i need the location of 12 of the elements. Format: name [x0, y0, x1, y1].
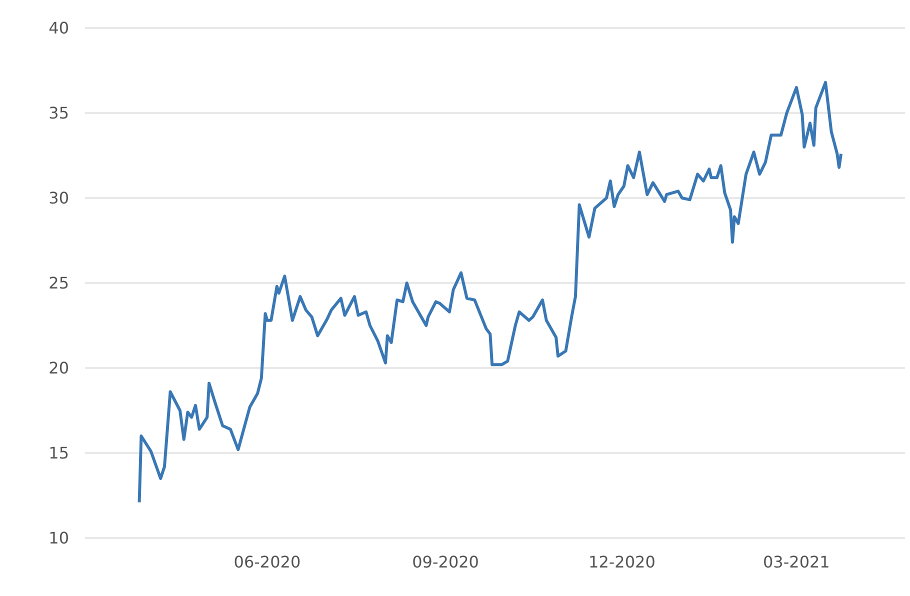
y-tick-label: 15: [48, 444, 69, 463]
y-tick-label: 40: [48, 18, 69, 38]
line-series: [138, 80, 843, 504]
x-tick-label: 12-2020: [588, 552, 656, 572]
y-tick-label: 25: [48, 274, 69, 293]
x-tick-label: 09-2020: [412, 552, 479, 572]
x-tick-label: 03-2021: [763, 552, 830, 572]
y-tick-label: 35: [48, 104, 69, 123]
x-tick-label: 06-2020: [234, 552, 301, 572]
y-tick-label: 20: [48, 358, 69, 378]
y-tick-label: 10: [48, 528, 69, 548]
y-tick-label: 30: [48, 188, 69, 208]
